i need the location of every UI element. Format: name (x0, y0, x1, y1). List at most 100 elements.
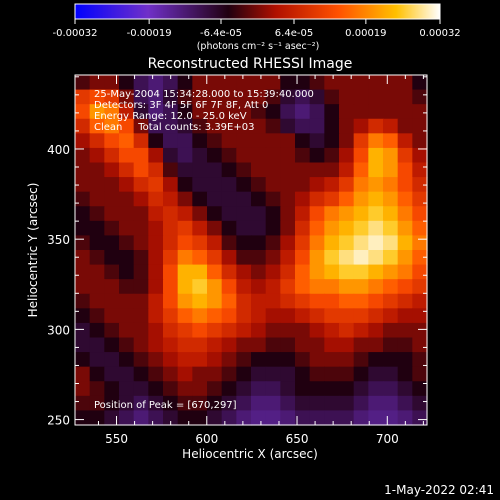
heatmap-cell (397, 162, 413, 178)
colorbar-tick-label: 6.4e-05 (275, 28, 313, 39)
annotation-clean-counts: Clean Total counts: 3.39E+03 (94, 122, 254, 133)
heatmap-cell (192, 293, 208, 309)
heatmap-cell (119, 293, 135, 309)
heatmap-cell (207, 147, 223, 164)
heatmap-cell (324, 264, 340, 280)
heatmap-cell (368, 381, 384, 397)
heatmap-cell (133, 293, 149, 309)
heatmap-cell (295, 118, 311, 134)
heatmap-cell (192, 89, 208, 105)
heatmap-cell (133, 89, 149, 105)
heatmap-cell (265, 133, 281, 149)
heatmap-cell (148, 410, 164, 426)
heatmap-cell (192, 162, 208, 178)
heatmap-cell (75, 177, 91, 193)
heatmap-cell (339, 264, 355, 280)
heatmap-cell (251, 206, 267, 222)
colorbar-unit-label: (photons cm⁻² s⁻¹ asec⁻²) (197, 41, 320, 52)
heatmap-cell (251, 381, 267, 397)
heatmap-cell (353, 89, 369, 105)
heatmap-cell (324, 308, 340, 324)
heatmap-cell (383, 75, 399, 91)
heatmap-cell (148, 147, 164, 164)
heatmap-cell (412, 162, 428, 178)
heatmap-cell (119, 220, 135, 237)
colorbar-tick-label: 0.00019 (345, 28, 386, 39)
heatmap-cell (119, 75, 135, 91)
heatmap-cell (339, 250, 355, 266)
heatmap-cell (148, 352, 164, 368)
heatmap-cell (119, 264, 135, 280)
heatmap-cell (309, 250, 325, 266)
heatmap-cell (397, 177, 413, 193)
heatmap-cell (397, 191, 413, 207)
heatmap-cell (368, 191, 384, 207)
heatmap-cell (75, 89, 91, 105)
heatmap-cell (221, 162, 237, 178)
heatmap-cell (265, 75, 281, 91)
heatmap-cell (295, 293, 311, 309)
heatmap-cell (339, 381, 355, 397)
heatmap-cell (265, 177, 281, 193)
heatmap-cell (104, 293, 120, 309)
heatmap-cell (221, 264, 237, 280)
heatmap-cell (119, 395, 135, 412)
heatmap-cell (221, 322, 237, 339)
heatmap-cell (221, 191, 237, 207)
heatmap-cell (265, 206, 281, 222)
heatmap-cell (192, 118, 208, 134)
y-tick-label: 400 (47, 143, 70, 157)
heatmap-cell (163, 410, 179, 426)
heatmap-cell (324, 381, 340, 397)
heatmap-cell (368, 279, 384, 295)
heatmap-cell (280, 89, 296, 105)
heatmap-cell (133, 410, 149, 426)
heatmap-cell (119, 250, 135, 266)
heatmap-cell (397, 118, 413, 134)
heatmap-cell (104, 104, 120, 120)
heatmap-cell (192, 352, 208, 368)
heatmap-cell (163, 322, 179, 339)
x-tick-label: 600 (195, 432, 218, 446)
heatmap-cell (89, 162, 105, 178)
heatmap-cell (251, 279, 267, 295)
heatmap-cell (221, 206, 237, 222)
heatmap-cell (368, 250, 384, 266)
heatmap-cell (133, 279, 149, 295)
heatmap-cell (89, 191, 105, 207)
heatmap-cell (353, 308, 369, 324)
colorbar-ticks: -0.00032 -0.00019 -6.4e-05 6.4e-05 0.00019 0.… (53, 19, 461, 39)
heatmap-cell (148, 264, 164, 280)
heatmap-cell (412, 133, 428, 149)
heatmap-cell (397, 322, 413, 339)
heatmap-cell (192, 104, 208, 120)
heatmap-cell (412, 410, 428, 426)
x-tick-label: 700 (376, 432, 399, 446)
heatmap-cell (177, 206, 193, 222)
heatmap-cell (104, 264, 120, 280)
heatmap-cell (353, 381, 369, 397)
heatmap-cell (236, 381, 252, 397)
heatmap-cell (75, 162, 91, 178)
heatmap-cell (89, 308, 105, 324)
heatmap-cell (236, 162, 252, 178)
heatmap-cell (339, 322, 355, 339)
heatmap-cell (163, 395, 179, 412)
heatmap-cell (251, 250, 267, 266)
heatmap-cell (104, 89, 120, 105)
heatmap-cell (133, 250, 149, 266)
heatmap-cell (280, 162, 296, 178)
heatmap-cell (192, 381, 208, 397)
heatmap-image (75, 75, 428, 426)
heatmap-cell (177, 410, 193, 426)
heatmap-cell (309, 118, 325, 134)
axis-ticks: 550 600 650 700 250 300 350 400 (47, 75, 427, 446)
heatmap-cell (177, 89, 193, 105)
heatmap-cell (177, 104, 193, 120)
heatmap-cell (383, 322, 399, 339)
colorbar (74, 3, 441, 20)
heatmap-cell (280, 133, 296, 149)
heatmap-cell (133, 322, 149, 339)
heatmap-cell (75, 250, 91, 266)
heatmap-cell (119, 410, 135, 426)
